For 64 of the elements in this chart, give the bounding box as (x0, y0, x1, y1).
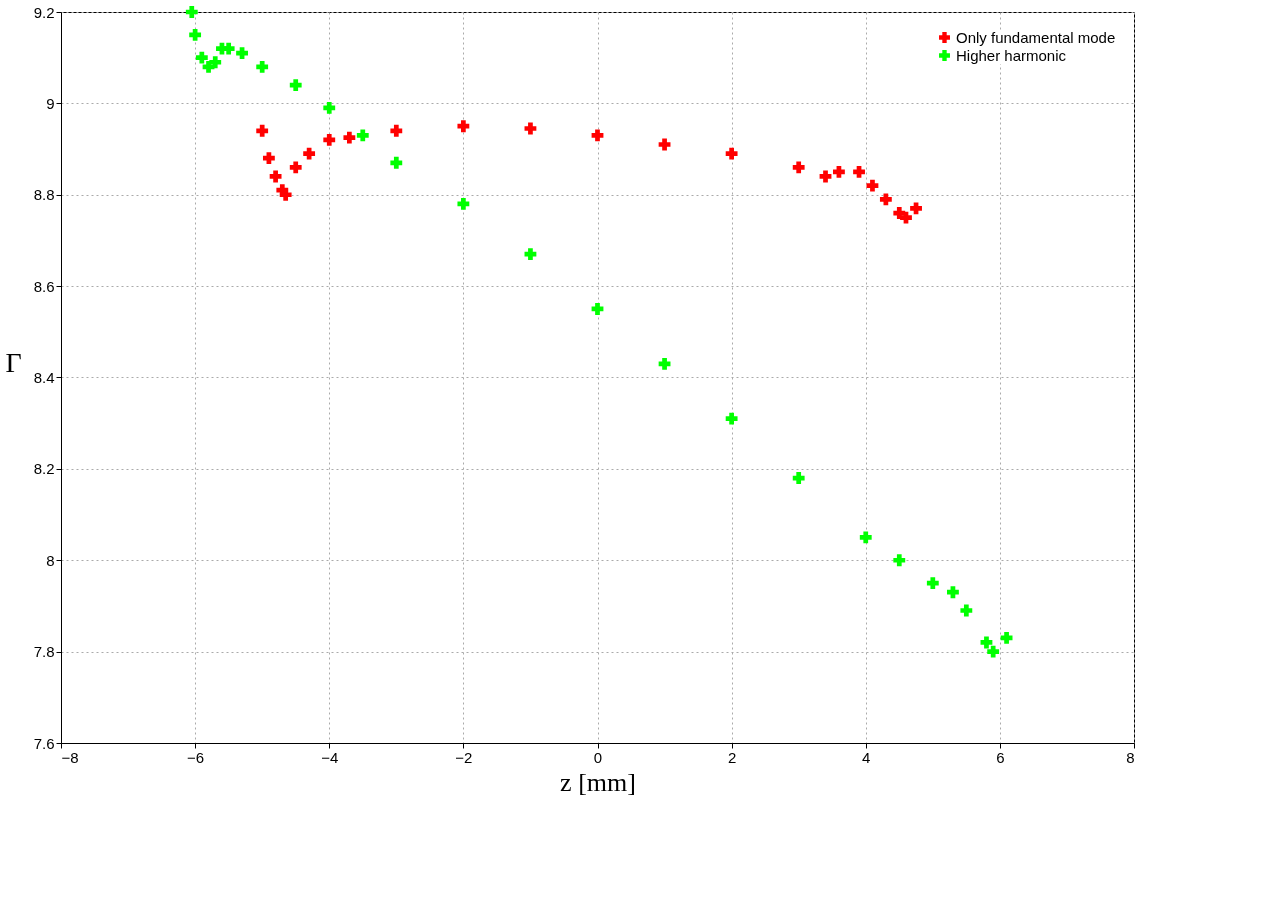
point (792, 472, 805, 484)
y-tick-label: 8.8 (33, 186, 55, 204)
point (866, 179, 879, 192)
y-axis-title: Γ (5, 347, 22, 378)
point (658, 138, 671, 151)
x-tick-label: 2 (727, 748, 737, 766)
point (457, 197, 470, 210)
x-tick-label: 4 (862, 748, 871, 766)
point (819, 170, 832, 183)
point (262, 152, 275, 165)
point (524, 122, 537, 135)
point (987, 645, 1000, 658)
point (289, 161, 302, 174)
x-tick-label: −8 (61, 748, 79, 766)
point (591, 129, 604, 142)
x-tick-label: 8 (1126, 748, 1135, 766)
x-tick-label: −4 (321, 748, 339, 766)
point (289, 79, 302, 92)
point (189, 28, 202, 41)
y-tick-label: 9.2 (33, 3, 55, 21)
x-tick-label: −6 (187, 748, 205, 766)
legend-label: Higher harmonic (956, 46, 1067, 64)
point (524, 248, 537, 261)
point (725, 147, 738, 160)
point (323, 102, 336, 114)
point (910, 202, 922, 215)
y-tick-label: 8 (46, 551, 55, 569)
x-tick-label: 0 (593, 748, 603, 766)
x-tick-label: −2 (455, 748, 473, 766)
point (185, 6, 198, 18)
point (390, 156, 403, 169)
point (457, 120, 470, 133)
point (658, 357, 671, 370)
point (879, 193, 892, 206)
x-tick-label: 6 (996, 748, 1005, 766)
x-axis-title: z [mm] (560, 767, 636, 797)
point (725, 412, 738, 425)
y-tick-label: 7.8 (33, 643, 55, 661)
point (269, 170, 282, 183)
y-tick-label: 9 (46, 94, 55, 112)
y-tick-label: 8.2 (33, 460, 55, 478)
point (323, 134, 336, 146)
point (859, 531, 872, 544)
legend-label: Only fundamental mode (956, 28, 1116, 46)
point (256, 60, 269, 73)
point (1000, 632, 1013, 644)
point (195, 51, 208, 64)
y-tick-label: 8.6 (33, 277, 55, 295)
point (960, 604, 973, 617)
point (792, 161, 805, 174)
point (303, 147, 316, 160)
point (591, 303, 604, 315)
point (980, 636, 993, 649)
point (256, 124, 269, 137)
point (209, 56, 222, 69)
point (926, 577, 939, 590)
y-tick-label: 8.4 (33, 369, 55, 386)
y-tick-label: 7.6 (33, 734, 55, 752)
point (893, 554, 906, 567)
point (356, 129, 369, 142)
point (947, 586, 959, 599)
point (343, 131, 356, 144)
point (900, 211, 912, 224)
point (390, 124, 403, 137)
